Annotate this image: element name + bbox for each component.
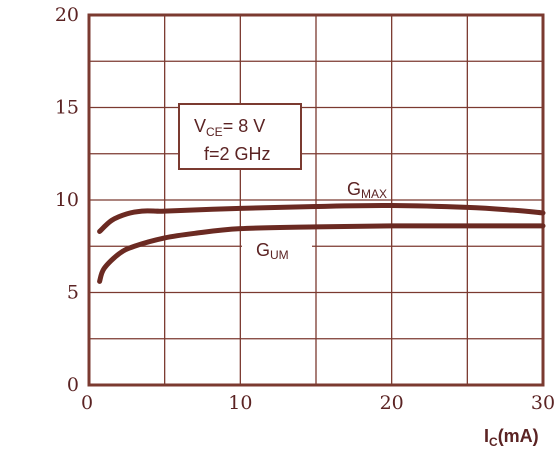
y-tick-labels: 0 5 10 15 20: [55, 4, 79, 396]
grid: [89, 15, 543, 385]
series-line-gum: [97, 223, 546, 284]
vce-symbol: V: [194, 116, 206, 136]
x-axis-label-symbol: I: [484, 426, 489, 446]
gmax-subscript: MAX: [361, 187, 387, 201]
x-tick-label: 20: [380, 392, 404, 414]
x-axis-label-unit: (mA): [498, 426, 539, 446]
y-tick-label: 15: [55, 97, 79, 119]
series-line-gmax: [97, 203, 546, 234]
y-tick-label: 20: [55, 4, 79, 26]
plot-frame: [87, 13, 545, 387]
y-tick-label: 5: [67, 282, 79, 304]
x-tick-label: 0: [81, 392, 93, 414]
curves: [97, 203, 546, 284]
x-axis-label-subscript: C: [489, 435, 498, 449]
x-tick-label: 10: [228, 392, 252, 414]
conditions-line-2: f=2 GHz: [204, 144, 271, 164]
gmax-symbol: G: [347, 179, 361, 199]
vce-value: = 8 V: [223, 116, 266, 136]
vce-subscript: CE: [206, 125, 223, 139]
gum-symbol: G: [256, 240, 270, 260]
series-label-gmax: GMAX: [347, 179, 387, 201]
gum-subscript: UM: [270, 248, 289, 262]
series-label-gum: GUM: [256, 240, 289, 262]
x-axis-label: IC(mA): [484, 426, 539, 449]
conditions-line-1: VCE= 8 V: [194, 116, 265, 139]
y-tick-label: 10: [55, 189, 79, 211]
x-tick-label: 30: [531, 392, 555, 414]
gum-label-backdrop: [242, 234, 312, 264]
y-tick-label: 0: [67, 374, 79, 396]
x-tick-labels: 0 10 20 30: [81, 392, 555, 414]
conditions-box: [178, 103, 302, 170]
